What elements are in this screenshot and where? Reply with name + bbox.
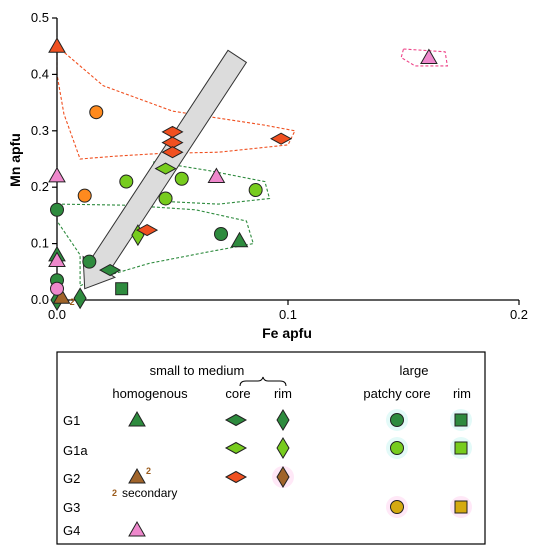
point-g1-triangle [230,231,249,248]
point-g1a-circle [174,171,189,186]
legend-header-core: core [225,386,250,401]
legend-header-homogenous: homogenous [112,386,188,401]
legend-g1a-patchy-core [390,441,404,455]
point-g1-diamond-v [73,287,87,310]
legend-g2-rim [276,466,290,488]
legend-row-g4: G4 [63,523,80,538]
legend-g2-secondary [128,467,146,484]
composition-field [148,161,271,205]
point-g4-triangle [48,251,66,267]
legend-g1a-rim-large [454,441,468,455]
point-g2-triangle [52,288,71,304]
point-g4-triangle [420,48,438,64]
point-g1a-circle [158,191,173,206]
composition-field [400,48,449,67]
y-tick-label: 0.0 [31,292,49,307]
legend-box [56,351,486,545]
legend-g1-homogenous [128,410,146,427]
x-tick-label: 0.2 [510,307,528,322]
legend-g1-core [224,413,248,427]
point-secondary-superscript: 2 [70,297,75,307]
legend-symbols [128,409,472,537]
legend-row-g3: G3 [63,500,80,515]
point-g4-triangle [48,166,66,183]
point-g2-diamond-h [161,125,184,138]
legend-row-g1a: G1a [63,443,88,458]
legend-secondary-number: 2 [112,488,117,498]
legend-secondary-note: secondary [122,486,177,500]
legend-header-patchy-core: patchy core [363,386,430,401]
point-g1-circle [82,254,97,269]
composition-field [56,203,255,287]
data-points: 2 [48,37,438,311]
point-g2-triangle [48,37,66,53]
point-g2-diamond-h [270,132,293,145]
legend-row-g2: G2 [63,471,80,486]
composition-field [56,45,296,160]
point-g2-diamond-h [136,224,159,237]
point-g1a-diamond-h [154,162,177,175]
y-tick-label: 0.3 [31,123,49,138]
x-tick-label: 0.1 [279,307,297,322]
legend-header-large: large [400,363,429,378]
y-axis-label: Mn apfu [7,133,23,187]
point-large-circle [77,188,92,203]
point-g1a-circle [248,183,263,198]
point-g4-triangle [207,167,226,183]
legend-g3-patchy-core [390,500,404,514]
point-g2-diamond-h [161,146,184,159]
legend-superscript-g2: 2 [146,466,151,476]
legend-g1-rim [276,409,290,431]
composition-fields [56,45,449,287]
legend-g1-rim-large [454,413,468,427]
legend-g3-rim-large [454,500,468,514]
point-g4-circle [50,281,64,296]
legend-header-rim: rim [274,386,292,401]
legend-g4-homogenous [128,520,146,537]
ticks: 0.0 0.1 0.2 0.0 0.1 0.2 0.3 0.4 0.5 [31,10,528,322]
legend-row-g1: G1 [63,413,80,428]
x-axis-label: Fe apfu [262,325,312,341]
point-g1-circle [214,227,229,242]
point-g1-circle [50,202,64,217]
legend-g2-core [224,470,248,484]
legend: small to medium large homogenous core ri… [56,351,486,545]
legend-g1a-core [224,441,248,455]
legend-g1-patchy-core [390,413,404,427]
legend-header-rim-large: rim [453,386,471,401]
point-large-circle [89,105,104,120]
y-tick-label: 0.5 [31,10,49,25]
y-tick-label: 0.1 [31,236,49,251]
legend-brace [239,376,287,387]
point-g1a-circle [119,174,134,189]
legend-g1a-rim [276,437,290,459]
legend-header-small-medium: small to medium [150,363,245,378]
point-g1-diamond-h [99,264,122,277]
y-tick-label: 0.2 [31,179,49,194]
point-g1-square [115,282,129,296]
point-g2-diamond-h [161,136,184,149]
y-tick-label: 0.4 [31,66,49,81]
x-tick-label: 0.0 [48,307,66,322]
